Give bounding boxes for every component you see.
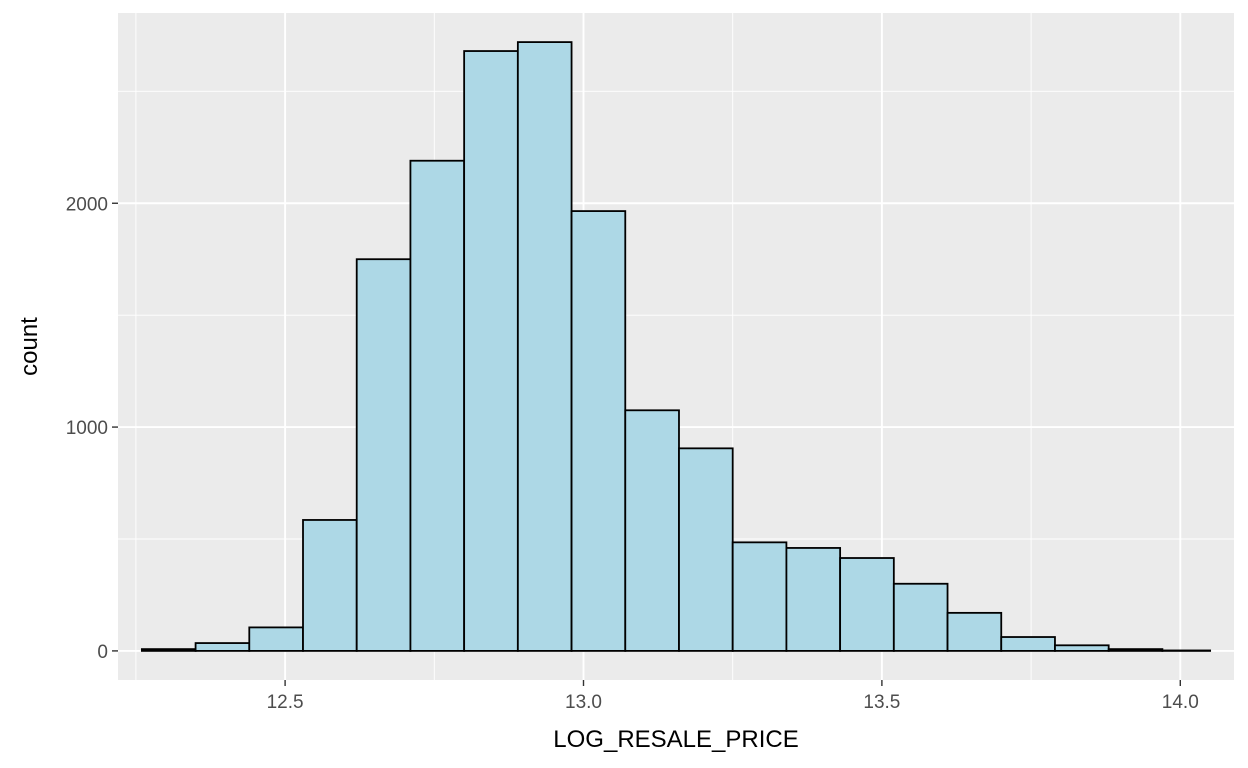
histogram-bar — [194, 642, 251, 652]
histogram-bar — [570, 210, 627, 652]
x-tick-label: 13.5 — [863, 692, 900, 713]
histogram-bar — [1000, 636, 1056, 652]
y-axis: 0 1000 2000 — [66, 194, 118, 663]
histogram-bar — [624, 409, 680, 652]
x-tick-label: 14.0 — [1162, 692, 1199, 713]
histogram-bar — [1107, 648, 1164, 652]
y-tick-label: 0 — [97, 642, 108, 663]
histogram-bar — [731, 541, 788, 652]
histogram-bar — [463, 50, 519, 652]
x-tick-label: 13.0 — [565, 692, 602, 713]
histogram-bar — [785, 547, 842, 652]
histogram-bar — [1054, 644, 1110, 652]
x-tick-label: 12.5 — [267, 692, 304, 713]
x-axis: 12.5 13.0 13.5 14.0 — [267, 680, 1199, 713]
y-tick-label: 1000 — [66, 418, 108, 439]
histogram-bar — [302, 519, 358, 652]
histogram-bars — [140, 41, 1212, 652]
histogram-bar — [946, 611, 1003, 652]
histogram-bar — [409, 159, 466, 652]
y-axis-title: count — [16, 317, 43, 376]
histogram-bar — [678, 447, 734, 652]
histogram-bar — [839, 557, 895, 652]
histogram-bar — [892, 582, 949, 652]
histogram-bar — [248, 626, 304, 652]
y-tick-label: 2000 — [66, 194, 108, 215]
x-axis-title: LOG_RESALE_PRICE — [553, 726, 798, 753]
histogram-bar — [516, 41, 573, 652]
histogram-bar — [140, 648, 197, 652]
histogram-bar — [355, 258, 412, 652]
